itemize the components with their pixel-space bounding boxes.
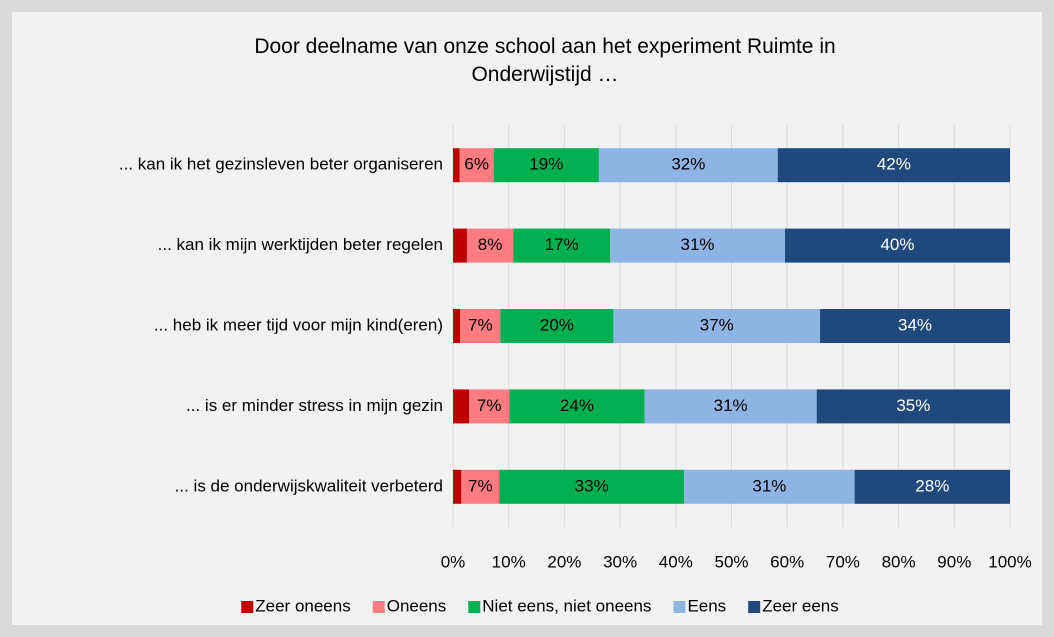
data-label: 7% xyxy=(477,396,502,415)
data-label: 19% xyxy=(529,155,563,174)
bar-segment xyxy=(777,148,1010,183)
data-label: 28% xyxy=(915,476,949,495)
legend-label: Eens xyxy=(687,596,726,615)
bar-segment xyxy=(854,469,1010,504)
data-label: 37% xyxy=(700,315,734,334)
y-tick-label: ... kan ik het gezinsleven beter organis… xyxy=(119,155,443,174)
legend-label: Niet eens, niet oneens xyxy=(482,596,651,615)
data-label: 6% xyxy=(464,155,489,174)
bar-segment xyxy=(644,389,817,424)
data-label: 31% xyxy=(681,235,715,254)
bar-segment xyxy=(684,469,855,504)
bar-segment xyxy=(816,389,1010,424)
bar-segment xyxy=(493,148,599,183)
data-label: 7% xyxy=(468,315,493,334)
x-tick-label: 20% xyxy=(547,552,581,571)
bar-segment xyxy=(513,228,611,263)
legend-swatch xyxy=(241,601,254,613)
data-label: 20% xyxy=(540,315,574,334)
chart-title: Door deelname van onze school aan het ex… xyxy=(254,35,836,86)
bar-segment xyxy=(509,389,645,424)
data-label: 34% xyxy=(898,315,932,334)
y-tick-label: ... kan ik mijn werktijden beter regelen xyxy=(158,235,443,254)
y-tick-label: ... heb ik meer tijd voor mijn kind(eren… xyxy=(154,315,443,334)
data-label: 8% xyxy=(478,235,503,254)
legend-label: Oneens xyxy=(387,596,447,615)
x-tick-label: 90% xyxy=(937,552,971,571)
y-tick-label: ... is de onderwijskwaliteit verbeterd xyxy=(175,476,443,495)
x-tick-label: 40% xyxy=(659,552,693,571)
bar-segment xyxy=(466,228,514,263)
bar-segment xyxy=(453,309,461,343)
data-label: 31% xyxy=(752,476,786,495)
bar-segment xyxy=(453,469,462,504)
y-tick-label: ... is er minder stress in mijn gezin xyxy=(186,396,443,415)
x-tick-label: 0% xyxy=(441,552,466,571)
bar-segment xyxy=(598,148,778,183)
bar-segment xyxy=(453,148,460,183)
bar-segment xyxy=(820,309,1010,343)
x-tick-label: 60% xyxy=(770,552,804,571)
legend-swatch xyxy=(673,601,686,613)
bar-segment xyxy=(461,469,500,504)
data-label: 35% xyxy=(896,396,930,415)
data-label: 24% xyxy=(560,396,594,415)
bar-segment xyxy=(500,309,614,343)
bar-segment xyxy=(784,228,1010,263)
data-label: 42% xyxy=(877,155,911,174)
x-tick-label: 70% xyxy=(826,552,860,571)
bar-segment xyxy=(459,148,494,183)
bar-segment xyxy=(613,309,821,343)
bar-segment xyxy=(453,389,470,424)
data-label: 17% xyxy=(545,235,579,254)
x-tick-label: 80% xyxy=(882,552,916,571)
legend-label: Zeer oneens xyxy=(255,596,350,615)
bar-segment xyxy=(469,389,510,424)
legend-label: Zeer eens xyxy=(762,596,839,615)
legend-swatch xyxy=(468,601,481,613)
bar-segment xyxy=(499,469,685,504)
x-tick-label: 10% xyxy=(492,552,526,571)
bar-segment xyxy=(610,228,785,263)
x-tick-label: 100% xyxy=(988,552,1031,571)
legend-swatch xyxy=(372,601,385,613)
bar-segment xyxy=(453,228,467,263)
data-label: 33% xyxy=(575,476,609,495)
data-label: 40% xyxy=(880,235,914,254)
legend-swatch xyxy=(748,601,761,613)
data-label: 31% xyxy=(714,396,748,415)
data-label: 32% xyxy=(671,155,705,174)
x-tick-label: 30% xyxy=(603,552,637,571)
data-label: 7% xyxy=(468,476,493,495)
x-tick-label: 50% xyxy=(714,552,748,571)
bar-segment xyxy=(460,309,501,343)
